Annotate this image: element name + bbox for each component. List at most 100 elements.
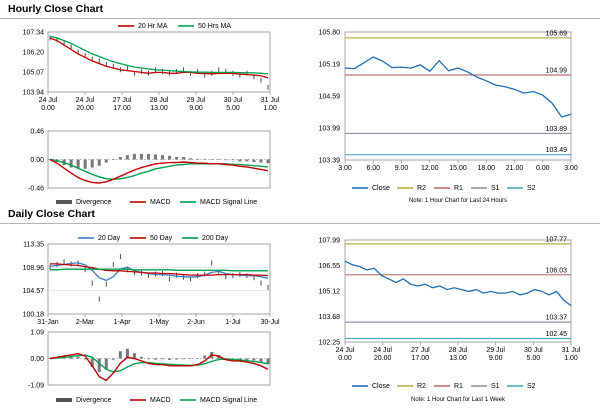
hourly_price-frame xyxy=(47,31,271,93)
daily_week-x-tick-time: 5.00 xyxy=(527,355,541,362)
hourly_24h-x-tick: 18.00 xyxy=(477,165,495,172)
hourly_price-legend-0-label: 20 Hr MA xyxy=(138,23,168,30)
hourly_price-legend-1-label: 50 Hrs MA xyxy=(198,23,231,30)
daily_price-20-day-line xyxy=(49,262,269,282)
hourly_macd-divergence-bar xyxy=(168,155,172,160)
daily_week-legend-0-label: Close xyxy=(372,383,390,390)
daily_week-x-tick-date: 31 Jul xyxy=(562,347,581,354)
daily_price-x-tick: 2-Jun xyxy=(187,319,205,326)
daily_week-y-tick: 107.99 xyxy=(319,238,341,245)
hourly_price-x-tick-time: 20.00 xyxy=(76,105,94,112)
daily_week-legend-2-label: R1 xyxy=(454,383,463,390)
hourly_24h-x-tick: 0.00 xyxy=(536,165,550,172)
hourly_macd-macd-line xyxy=(49,158,269,184)
hourly_24h-x-tick: 15.00 xyxy=(449,165,467,172)
hourly_macd-divergence-bar xyxy=(139,153,143,160)
hourly_price-x-tick-date: 27 Jul xyxy=(113,97,132,104)
daily_week-x-tick-date: 29 Jul xyxy=(486,347,505,354)
daily_macd-legend-1-label: MACD xyxy=(150,397,171,404)
daily_macd-divergence-bar xyxy=(90,358,94,368)
hourly_macd-divergence-bar xyxy=(76,159,80,169)
daily_macd-divergence-bar xyxy=(168,358,172,360)
daily_macd-divergence-bar xyxy=(76,356,80,359)
hourly_24h-y-tick: 105.80 xyxy=(319,30,341,37)
daily_macd-divergence-bar xyxy=(118,351,122,359)
daily_week-level-r1-label: 106.03 xyxy=(546,267,568,274)
daily_macd-divergence-bar xyxy=(69,356,73,359)
daily_macd-divergence-bar xyxy=(245,358,249,360)
daily_week-x-tick-time: 20.00 xyxy=(374,355,392,362)
hourly_24h-x-tick: 21.00 xyxy=(506,165,524,172)
hourly_24h-legend-4-label: S2 xyxy=(527,185,536,192)
daily_week-x-tick-date: 24 Jul xyxy=(373,347,392,354)
hourly_macd-divergence-bar xyxy=(132,153,136,160)
hourly_macd-divergence-bar xyxy=(210,159,214,160)
daily_week-y-tick: 106.55 xyxy=(319,263,341,270)
hourly_24h-x-tick: 3.00 xyxy=(564,165,578,172)
daily-title-divider xyxy=(0,223,600,224)
hourly_price-20-hr-ma-line xyxy=(49,37,269,79)
hourly_macd-divergence-bar xyxy=(146,153,150,160)
daily_macd-divergence-bar xyxy=(97,358,101,372)
daily_macd-divergence-bar xyxy=(83,358,87,360)
daily_week-note: Note: 1 Hour Chart for Last 1 Week xyxy=(411,397,506,403)
daily_price-y-tick: 108.96 xyxy=(23,265,45,272)
hourly_24h-level-r1-label: 104.99 xyxy=(546,68,568,75)
hourly_price-y-tick: 103.94 xyxy=(23,90,45,97)
daily_price-y-tick: 100.18 xyxy=(23,312,45,319)
daily_week-x-tick-time: 0.00 xyxy=(338,355,352,362)
hourly_macd-divergence-bar xyxy=(217,159,221,160)
daily_price-x-tick: 31-Jan xyxy=(37,319,59,326)
daily_week-y-tick: 103.68 xyxy=(319,314,341,321)
daily_week-x-tick-time: 17.00 xyxy=(412,355,430,362)
hourly_24h-level-s1-label: 103.89 xyxy=(546,126,568,133)
daily_price-x-tick: 2-Mar xyxy=(76,319,95,326)
daily_macd-y-tick: 0.00 xyxy=(30,356,44,363)
hourly_price-x-tick-date: 31 Jul xyxy=(261,97,280,104)
daily_macd-divergence-bar xyxy=(125,348,129,359)
hourly_macd-legend-2-label: MACD Signal Line xyxy=(200,199,257,206)
daily_macd-y-tick: 1.09 xyxy=(30,330,44,337)
hourly_price-x-tick-date: 29 Jul xyxy=(187,97,206,104)
hourly_macd-divergence-bar xyxy=(231,159,235,161)
daily_macd-divergence-bar xyxy=(203,355,207,359)
hourly_macd-divergence-bar xyxy=(196,158,200,160)
daily_price-x-tick: 30-Jul xyxy=(260,319,280,326)
hourly_24h-legend-0-label: Close xyxy=(372,185,390,192)
daily_macd-divergence-bar xyxy=(259,358,263,362)
daily_week-level-r2-label: 107.77 xyxy=(546,236,568,243)
hourly_24h-legend-3-label: S1 xyxy=(491,185,500,192)
hourly_price-x-tick-time: 5.00 xyxy=(226,105,240,112)
daily_price-y-tick: 104.57 xyxy=(23,288,45,295)
daily_price-frame xyxy=(47,243,271,315)
daily_price-legend-1-label: 50 Day xyxy=(150,235,173,242)
daily_price-y-tick: 113.35 xyxy=(23,242,44,249)
hourly_macd-legend-0-label: Divergence xyxy=(76,199,112,206)
hourly_macd-divergence-bar xyxy=(224,159,228,161)
daily_macd-divergence-bar xyxy=(161,358,165,360)
daily_week-level-s2-label: 102.45 xyxy=(546,331,568,338)
hourly_price-x-tick-time: 9.00 xyxy=(189,105,203,112)
hourly_macd-divergence-bar xyxy=(125,155,129,160)
daily_week-frame xyxy=(344,239,572,343)
daily_macd-divergence-bar xyxy=(175,358,179,360)
hourly_24h-level-r2-label: 105.69 xyxy=(546,30,568,37)
hourly_macd-divergence-bar xyxy=(83,159,87,169)
daily_macd-signal-line xyxy=(49,354,269,373)
daily_week-x-tick-time: 1.00 xyxy=(564,355,578,362)
hourly_24h-level-s2-label: 103.49 xyxy=(546,147,568,154)
hourly_macd-divergence-bar xyxy=(245,159,249,162)
daily_week-close-line xyxy=(344,260,572,307)
daily_macd-divergence-bar xyxy=(266,358,270,365)
hourly_macd-legend-0-swatch xyxy=(56,200,72,204)
hourly-title-divider xyxy=(0,18,600,19)
hourly_24h-y-tick: 103.39 xyxy=(319,158,341,165)
hourly_price-x-tick-date: 30 Jul xyxy=(224,97,243,104)
hourly_macd-divergence-bar xyxy=(252,159,256,162)
hourly_macd-divergence-bar xyxy=(189,158,193,160)
daily_week-legend-3-label: S1 xyxy=(491,383,500,390)
daily_macd-legend-0-swatch xyxy=(56,398,72,402)
daily_macd-y-tick: -1.09 xyxy=(28,383,44,390)
daily_macd-divergence-bar xyxy=(238,358,242,360)
daily_week-level-s1-label: 103.37 xyxy=(546,315,568,322)
